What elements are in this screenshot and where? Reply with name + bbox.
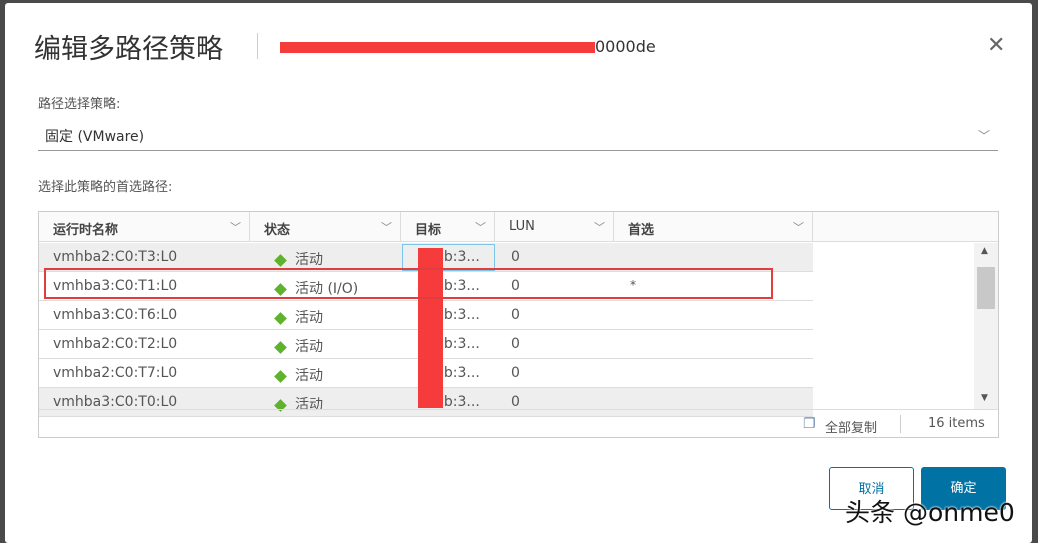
column-label: 目标 [415, 223, 442, 238]
target: 0b:3... [435, 278, 480, 294]
column-header-lun[interactable]: LUN ﹀ [495, 212, 614, 242]
title-divider [257, 33, 258, 59]
status-text: 活动 [295, 252, 323, 268]
target: 0b:3... [435, 394, 480, 410]
scroll-down-icon[interactable]: ▼ [981, 393, 988, 403]
table-footer: ❐ 全部复制 16 items [39, 409, 998, 438]
highlight-box [44, 268, 773, 299]
target: 0b:3... [435, 365, 480, 381]
paths-table: 运行时名称 ﹀ 状态 ﹀ 目标 ﹀ LUN ﹀ 首选 ﹀ vmhba2:C0:T3:L0 … [38, 211, 999, 438]
dialog-title: 编辑多路径策略 [34, 34, 223, 65]
cell-focus [402, 244, 495, 271]
preferred-path-label: 选择此策略的首选路径: [38, 180, 173, 195]
item-count: 16 items [928, 416, 985, 431]
ok-button[interactable]: 确定 [921, 467, 1006, 510]
status-text: 活动 [295, 339, 323, 355]
close-icon[interactable]: ✕ [987, 33, 1006, 58]
watermark: 头条 @onme0 [845, 498, 1015, 527]
chevron-down-icon[interactable]: ﹀ [230, 221, 241, 234]
cancel-button[interactable]: 取消 [829, 467, 914, 510]
status-text: 活动 (I/O) [295, 281, 359, 297]
column-header-status[interactable]: 状态 ﹀ [250, 212, 401, 242]
status-active-icon [274, 370, 287, 383]
target: 0b:3... [435, 336, 480, 352]
runtime-name: vmhba3:C0:T1:L0 [53, 278, 178, 294]
runtime-name: vmhba3:C0:T6:L0 [53, 307, 178, 323]
status-text: 活动 [295, 368, 323, 384]
lun: 0 [511, 278, 520, 294]
lun: 0 [511, 336, 520, 352]
redaction-bar [418, 248, 443, 408]
status: 活动 [274, 365, 323, 385]
status: 活动 (I/O) [274, 278, 359, 298]
status: 活动 [274, 336, 323, 356]
column-label: LUN [509, 219, 535, 234]
copy-all-button[interactable]: 全部复制 [825, 421, 878, 436]
copy-icon[interactable]: ❐ [803, 416, 816, 432]
chevron-down-icon[interactable]: ﹀ [793, 221, 804, 234]
status-active-icon [274, 254, 287, 267]
runtime-name: vmhba2:C0:T2:L0 [53, 336, 178, 352]
lun: 0 [511, 394, 520, 410]
column-header-preferred[interactable]: 首选 ﹀ [614, 212, 813, 242]
policy-value: 固定 (VMware) [45, 129, 145, 145]
lun: 0 [511, 365, 520, 381]
lun: 0 [511, 307, 520, 323]
runtime-name: vmhba2:C0:T3:L0 [53, 249, 178, 265]
column-label: 运行时名称 [53, 223, 119, 238]
status: 活动 [274, 307, 323, 327]
scrollbar-thumb[interactable] [977, 267, 995, 309]
chevron-down-icon[interactable]: ﹀ [594, 221, 605, 234]
chevron-down-icon: ﹀ [977, 129, 990, 143]
column-label: 首选 [628, 223, 655, 238]
chevron-down-icon[interactable]: ﹀ [381, 221, 392, 234]
runtime-name: vmhba3:C0:T0:L0 [53, 394, 178, 410]
chevron-down-icon[interactable]: ﹀ [475, 221, 486, 234]
column-label: 状态 [264, 223, 291, 238]
footer-divider [900, 415, 901, 433]
runtime-name: vmhba2:C0:T7:L0 [53, 365, 178, 381]
policy-select[interactable]: 固定 (VMware) ﹀ [38, 123, 998, 151]
status: 活动 [274, 249, 323, 269]
status-active-icon [274, 341, 287, 354]
column-header-target[interactable]: 目标 ﹀ [401, 212, 495, 242]
scroll-up-icon[interactable]: ▲ [981, 246, 988, 256]
target: 0b:3... [435, 307, 480, 323]
preferred: * [630, 278, 636, 292]
column-header-runtime-name[interactable]: 运行时名称 ﹀ [39, 212, 250, 242]
policy-label: 路径选择策略: [38, 97, 121, 112]
status-text: 活动 [295, 310, 323, 326]
redaction-bar [280, 42, 595, 53]
status-active-icon [274, 312, 287, 325]
edit-multipath-policy-dialog: 编辑多路径策略 0000de ✕ 路径选择策略: 固定 (VMware) ﹀ 选… [5, 3, 1032, 543]
scrollbar[interactable]: ▲ ▼ [974, 243, 998, 410]
table-header: 运行时名称 ﹀ 状态 ﹀ 目标 ﹀ LUN ﹀ 首选 ﹀ [39, 212, 998, 242]
lun: 0 [511, 249, 520, 265]
target: 0b:3... [435, 249, 480, 265]
device-id: 0000de [595, 37, 656, 56]
